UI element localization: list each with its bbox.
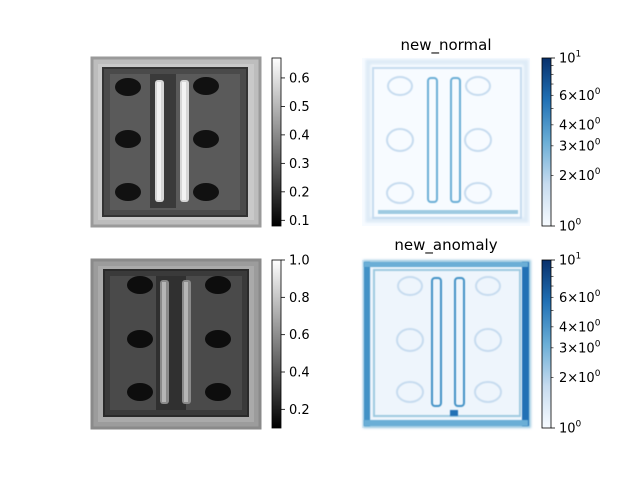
colorbar-top-right: 100 101 2×100 3×100 4×100 6×100: [541, 50, 601, 235]
title-top-right: new_normal: [400, 36, 491, 55]
holes-bottom-left: [127, 276, 231, 401]
colorbar-tick-label: 4×100: [559, 318, 601, 335]
colorbar-bar: [271, 259, 282, 429]
colorbar-tick-label: 3×100: [559, 339, 601, 356]
colorbar-bottom-left: 0.2 0.4 0.6 0.8 1.0: [271, 254, 310, 429]
colorbar-tick-label: 0.6: [289, 328, 310, 343]
colorbar-bar: [541, 259, 552, 429]
colorbar-tick-label: 0.6: [289, 71, 310, 86]
colorbar-tick-label: 0.8: [289, 291, 310, 306]
colorbar-tick-label: 2×100: [559, 167, 601, 184]
colorbar-tick-label: 0.2: [289, 185, 310, 200]
colorbar-bar: [541, 57, 552, 227]
colorbar-bottom-right: 100 101 2×100 3×100 4×100 6×100: [541, 252, 601, 437]
image-top-left: [90, 56, 262, 228]
colorbar-tick-label: 101: [559, 50, 581, 67]
image-bottom-left: [90, 258, 262, 430]
colorbar-top-left: 0.1 0.2 0.3 0.4 0.5 0.6: [271, 57, 310, 229]
colorbar-tick-label: 4×100: [559, 116, 601, 133]
colorbar-tick-label: 100: [559, 218, 582, 235]
colorbar-tick-label: 1.0: [289, 254, 310, 269]
colorbar-tick-label: 2×100: [559, 369, 601, 386]
colorbar-tick-label: 0.4: [289, 366, 310, 381]
bar-outlines-bottom-right: [431, 277, 465, 407]
colorbar-tick-label: 3×100: [559, 137, 601, 154]
colorbar-tick-label: 0.1: [289, 214, 310, 229]
bar-outlines-top-right: [427, 77, 461, 203]
hole-outlines-top-right: [386, 76, 492, 204]
title-bottom-right: new_anomaly: [394, 236, 497, 255]
image-top-right: [362, 58, 530, 226]
colorbar-tick-label: 101: [559, 252, 581, 269]
colorbar-tick-label: 0.5: [289, 100, 310, 115]
colorbar-tick-label: 0.3: [289, 157, 310, 172]
colorbar-tick-label: 6×100: [559, 289, 601, 306]
bars-bottom-left: [156, 276, 191, 410]
colorbar-tick-label: 100: [559, 420, 582, 437]
colorbar-tick-label: 0.4: [289, 128, 310, 143]
hole-outlines-bottom-right: [396, 276, 502, 403]
colorbar-tick-label: 6×100: [559, 87, 601, 104]
colorbar-bar: [271, 57, 282, 227]
colorbar-tick-label: 0.2: [289, 403, 310, 418]
holes-top-left: [115, 77, 219, 201]
image-bottom-right: [362, 260, 531, 428]
bars-top-left: [150, 74, 189, 208]
